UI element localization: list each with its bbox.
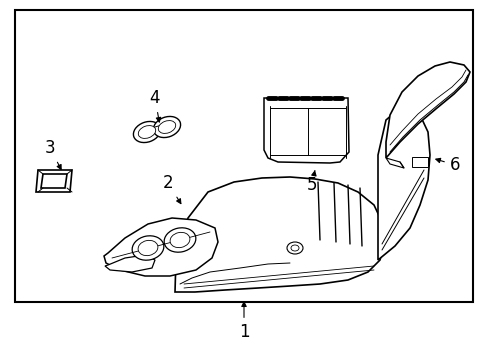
Polygon shape xyxy=(385,62,469,158)
Text: 6: 6 xyxy=(435,156,459,174)
Ellipse shape xyxy=(286,242,303,254)
Text: 5: 5 xyxy=(306,170,317,194)
Ellipse shape xyxy=(133,121,160,143)
Text: 2: 2 xyxy=(163,174,181,204)
Text: 3: 3 xyxy=(44,139,61,170)
Polygon shape xyxy=(411,157,427,167)
Polygon shape xyxy=(36,170,72,192)
Polygon shape xyxy=(377,108,429,260)
Text: 1: 1 xyxy=(238,302,249,341)
Text: 4: 4 xyxy=(149,89,161,122)
Ellipse shape xyxy=(158,121,175,134)
Polygon shape xyxy=(41,174,67,188)
Ellipse shape xyxy=(138,240,158,256)
Ellipse shape xyxy=(170,232,189,248)
Ellipse shape xyxy=(153,116,180,138)
Polygon shape xyxy=(175,177,384,292)
Polygon shape xyxy=(385,158,403,168)
Ellipse shape xyxy=(164,228,196,252)
Polygon shape xyxy=(105,255,155,272)
Ellipse shape xyxy=(290,245,298,251)
Ellipse shape xyxy=(132,236,163,260)
Polygon shape xyxy=(264,98,348,163)
Ellipse shape xyxy=(138,126,155,139)
Bar xyxy=(15,10,472,302)
Polygon shape xyxy=(104,218,218,276)
